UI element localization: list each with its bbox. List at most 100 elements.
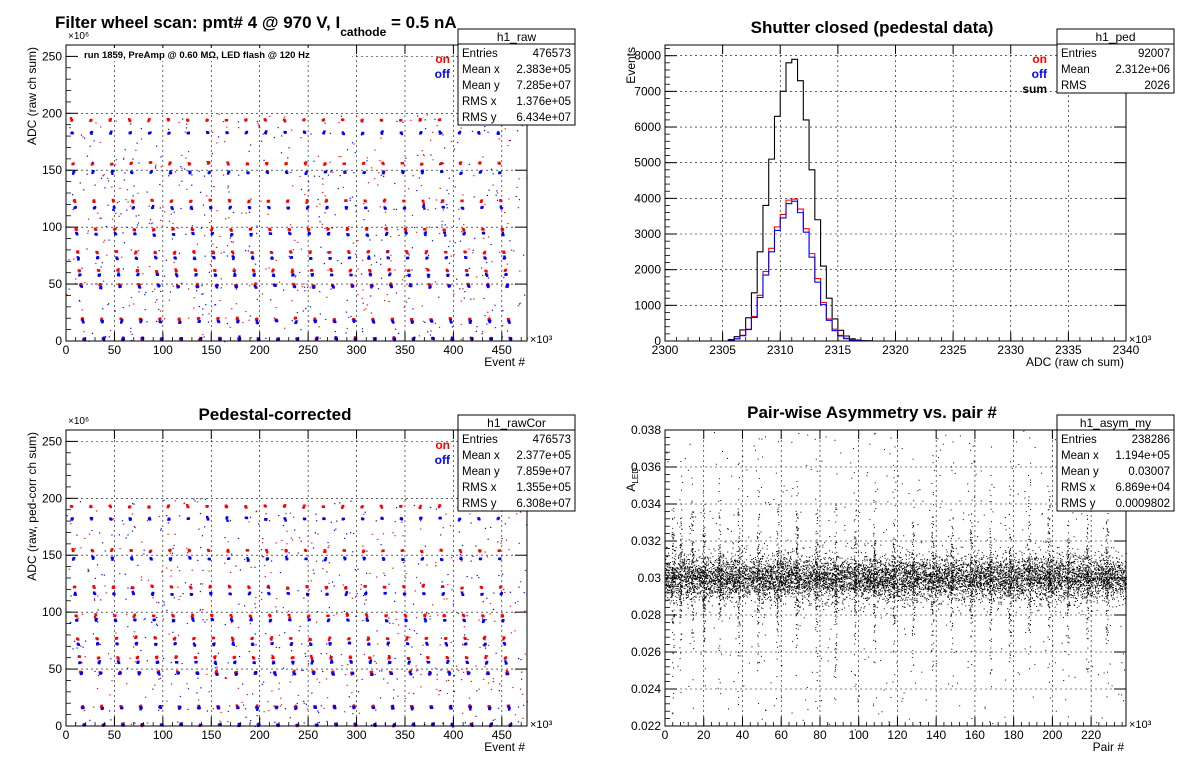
data-point-off <box>111 172 114 175</box>
transition-point <box>164 275 166 277</box>
transition-point <box>139 319 141 322</box>
transition-point <box>300 137 302 139</box>
transition-point <box>408 692 410 694</box>
transition-point <box>502 207 504 209</box>
transition-point <box>247 250 249 252</box>
transition-point <box>519 688 522 690</box>
transition-point <box>316 205 318 207</box>
data-point-on <box>73 200 77 204</box>
data-point-on <box>331 670 335 673</box>
transition-point <box>133 185 135 187</box>
transition-point <box>203 336 205 338</box>
data-point-off <box>249 234 253 237</box>
transition-point <box>135 149 137 151</box>
transition-point <box>441 132 443 134</box>
run-annotation: run 1859, PreAmp @ 0.60 MΩ, LED flash @ … <box>84 50 310 61</box>
y-tick-label: 5000 <box>634 156 661 170</box>
data-point-off <box>96 256 100 260</box>
transition-point <box>286 530 288 532</box>
data-point-on <box>354 336 357 339</box>
data-point-on <box>249 227 253 231</box>
data-point-off <box>324 170 328 174</box>
data-point-on <box>214 655 217 658</box>
data-point-on <box>270 636 274 639</box>
transition-point <box>329 655 332 657</box>
transition-point <box>361 678 363 680</box>
transition-point <box>260 598 263 600</box>
data-point-off <box>148 518 152 521</box>
transition-point <box>201 535 204 537</box>
transition-point <box>366 160 368 162</box>
transition-point <box>199 610 201 612</box>
transition-point <box>423 154 425 157</box>
transition-point <box>237 687 240 689</box>
transition-point <box>213 186 215 188</box>
transition-point <box>227 187 229 189</box>
data-point-off <box>250 618 253 622</box>
transition-point <box>217 652 220 654</box>
data-point-on <box>459 162 462 166</box>
x-tick-label: 300 <box>347 343 367 357</box>
transition-point <box>300 188 303 190</box>
data-point-on <box>440 549 443 552</box>
transition-point <box>377 538 379 541</box>
transition-point <box>275 542 277 544</box>
data-point-off <box>366 619 369 622</box>
transition-point <box>187 150 190 153</box>
transition-point <box>83 710 85 712</box>
transition-point <box>508 140 510 142</box>
transition-point <box>216 666 218 668</box>
data-point-off <box>110 130 113 133</box>
transition-point <box>216 246 218 248</box>
asym-point <box>979 562 981 564</box>
transition-point <box>308 189 310 191</box>
data-point-on <box>175 269 178 273</box>
data-point-off <box>122 336 125 339</box>
data-point-off <box>461 593 465 597</box>
data-point-off <box>368 643 371 646</box>
asym-point <box>1112 597 1114 599</box>
transition-point <box>390 235 392 238</box>
transition-point <box>317 533 319 535</box>
transition-point <box>464 634 466 636</box>
asym-point <box>810 578 812 580</box>
transition-point <box>115 212 117 214</box>
transition-point <box>200 687 202 689</box>
asym-point <box>1053 574 1055 576</box>
data-point-on <box>309 638 312 641</box>
transition-point <box>517 207 519 209</box>
data-point-off <box>306 593 310 596</box>
data-point-off <box>286 171 289 174</box>
data-point-off <box>469 321 472 324</box>
data-point-on <box>167 504 171 507</box>
transition-point <box>339 502 341 504</box>
transition-point <box>374 255 376 257</box>
data-point-off <box>484 257 487 260</box>
data-point-off <box>447 659 450 663</box>
transition-point <box>134 661 136 663</box>
data-point-on <box>69 117 73 120</box>
transition-point <box>99 141 101 144</box>
asym-point <box>992 575 994 577</box>
transition-point <box>285 512 287 515</box>
data-point-off <box>245 516 249 520</box>
data-point-off <box>329 257 332 260</box>
transition-point <box>89 719 91 721</box>
transition-point <box>431 240 434 242</box>
transition-point <box>158 602 160 604</box>
transition-point <box>214 304 217 306</box>
asym-point <box>839 557 841 559</box>
data-point-on <box>349 268 353 272</box>
asym-point <box>791 589 793 591</box>
asym-point <box>759 552 761 554</box>
data-point-on <box>254 282 257 285</box>
transition-point <box>491 309 494 311</box>
transition-point <box>268 587 271 589</box>
data-point-on <box>488 705 491 708</box>
data-point-off <box>409 284 413 288</box>
transition-point <box>409 636 411 639</box>
transition-point <box>78 299 81 302</box>
transition-point <box>218 113 220 115</box>
transition-point <box>338 155 340 158</box>
transition-point <box>151 222 153 224</box>
